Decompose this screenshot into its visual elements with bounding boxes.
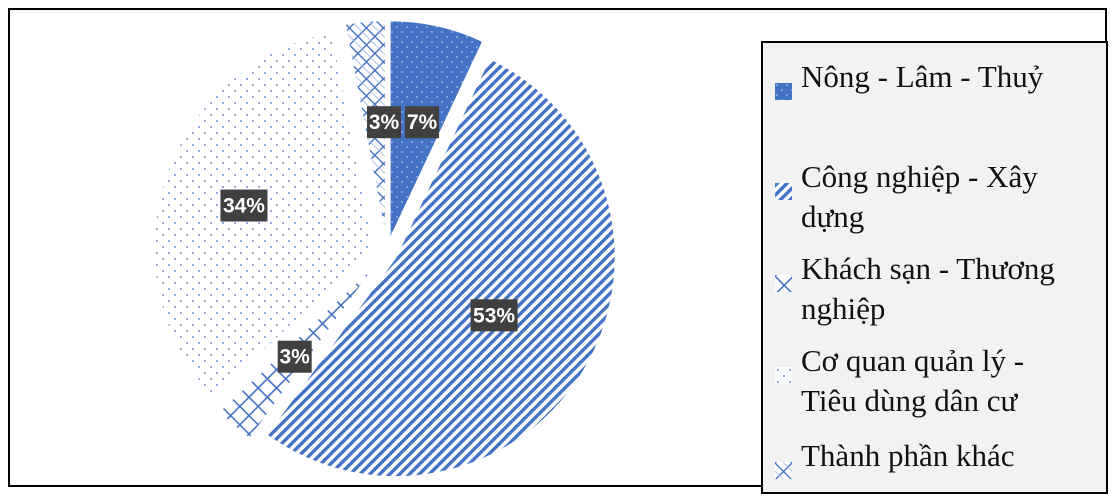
pie-slices (152, 19, 617, 479)
legend-item: Khách sạn - Thương nghiệp (775, 249, 1105, 329)
legend-swatch-icon (775, 449, 792, 479)
pie-slice (343, 19, 387, 241)
pie-data-label: 7% (405, 106, 440, 139)
legend-label: Thành phần khác (801, 438, 1015, 473)
legend-label: dựng (801, 199, 865, 234)
pie-data-label: 53% (470, 299, 518, 332)
legend-label: Nông - Lâm - Thuỷ (801, 59, 1044, 94)
svg-text:3%: 3% (280, 346, 311, 369)
legend-item: Nông - Lâm - Thuỷ (775, 57, 1105, 100)
pie-data-labels: 7% 53% 3% 34% 3% (220, 106, 518, 373)
svg-text:34%: 34% (223, 195, 265, 218)
legend-label: nghiệp (801, 291, 886, 326)
pie-data-label: 3% (277, 340, 312, 373)
legend: Nông - Lâm - Thuỷ Công nghiệp - Xây dựng… (761, 41, 1108, 494)
pie-chart: 7% 53% 3% 34% 3% (152, 19, 617, 479)
legend-item: Công nghiệp - Xây dựng (775, 157, 1105, 237)
svg-text:53%: 53% (473, 304, 515, 327)
legend-item: Thành phần khác (775, 436, 1105, 479)
svg-text:7%: 7% (407, 111, 438, 134)
legend-label: Công nghiệp - Xây (801, 159, 1038, 194)
legend-swatch-icon (775, 354, 792, 384)
chart-frame: 7% 53% 3% 34% 3% Nông - Lâm - Thuỷ Công nghi… (8, 8, 1108, 494)
pie-slice (264, 56, 617, 479)
pie-data-label: 3% (367, 106, 402, 139)
legend-swatch-icon (775, 170, 792, 200)
legend-label: Cơ quan quản lý - (801, 343, 1025, 378)
legend-swatch-icon (775, 262, 792, 292)
legend-label: Tiêu dùng dân cư (801, 383, 1018, 418)
legend-swatch-icon (775, 70, 792, 100)
svg-text:3%: 3% (369, 111, 400, 134)
pie-data-label: 34% (220, 189, 268, 222)
legend-item: Cơ quan quản lý - Tiêu dùng dân cư (775, 341, 1105, 421)
legend-label: Khách sạn - Thương (801, 251, 1055, 286)
